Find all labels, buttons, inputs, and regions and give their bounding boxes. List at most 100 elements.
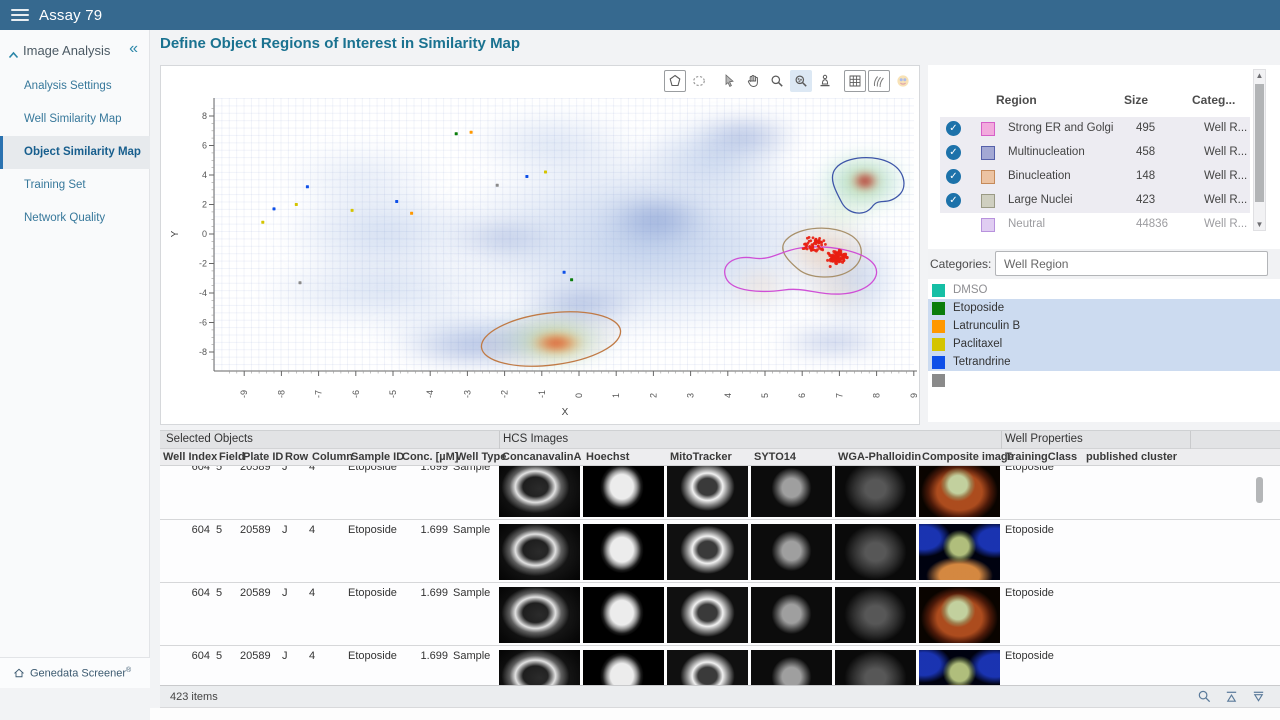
- region-row-binucleation[interactable]: ✓ Binucleation 148 Well R...: [940, 165, 1250, 189]
- region-color-swatch[interactable]: [981, 194, 995, 208]
- hcs-image-concanavalina[interactable]: [499, 524, 580, 580]
- svg-text:6: 6: [202, 141, 207, 151]
- svg-text:2: 2: [202, 200, 207, 210]
- svg-text:-2: -2: [199, 259, 207, 269]
- hcs-image-syto14[interactable]: [751, 466, 832, 517]
- svg-text:0: 0: [574, 393, 584, 398]
- contour-icon[interactable]: [868, 70, 890, 92]
- hcs-image-mitotracker[interactable]: [667, 587, 748, 643]
- hcs-image-wga-phalloidin[interactable]: [835, 466, 916, 517]
- hcs-image-hoechst[interactable]: [583, 524, 664, 580]
- legend-item-etoposide[interactable]: Etoposide: [928, 299, 1280, 317]
- region-color-swatch[interactable]: [981, 218, 995, 232]
- hcs-image-concanavalina[interactable]: [499, 587, 580, 643]
- sidebar-header[interactable]: Image Analysis «: [0, 40, 150, 64]
- hcs-image-wga-phalloidin[interactable]: [835, 524, 916, 580]
- jump-to-bottom-icon[interactable]: [1251, 689, 1266, 709]
- svg-text:7: 7: [834, 393, 844, 398]
- region-color-swatch[interactable]: [981, 122, 995, 136]
- sidebar-item-analysis-settings[interactable]: Analysis Settings: [24, 80, 112, 92]
- svg-text:-2: -2: [500, 390, 510, 398]
- print-icon[interactable]: [814, 70, 836, 92]
- svg-text:-6: -6: [199, 318, 207, 328]
- cursor-icon[interactable]: [718, 70, 740, 92]
- hcs-image-syto14[interactable]: [751, 524, 832, 580]
- region-checked-icon[interactable]: ✓: [946, 121, 961, 136]
- assay-title: Assay 79: [39, 6, 103, 24]
- scrollbar-thumb[interactable]: [1255, 84, 1264, 202]
- legend-item-paclitaxel[interactable]: Paclitaxel: [928, 335, 1280, 353]
- hcs-image-hoechst[interactable]: [583, 587, 664, 643]
- legend-item-tetrandrine[interactable]: Tetrandrine: [928, 353, 1280, 371]
- region-checked-icon[interactable]: ✓: [946, 169, 961, 184]
- scroll-down-icon[interactable]: ▼: [1255, 220, 1264, 229]
- svg-text:4: 4: [723, 393, 733, 398]
- sidebar-item-training-set[interactable]: Training Set: [24, 179, 86, 191]
- selected-object-row[interactable]: 604 5 20589 J 4 Etoposide 1.699 Sample Etoposide: [160, 583, 1280, 646]
- selected-objects-table: Selected Objects HCS Images Well Propert…: [160, 430, 1280, 686]
- svg-text:-8: -8: [199, 347, 207, 357]
- region-color-swatch[interactable]: [981, 146, 995, 160]
- region-row-large-nuclei[interactable]: ✓ Large Nuclei 423 Well R...: [940, 189, 1250, 213]
- svg-text:8: 8: [202, 111, 207, 121]
- hcs-image-composite-image[interactable]: [919, 466, 1000, 517]
- table-scrollbar-thumb[interactable]: [1256, 477, 1263, 503]
- similarity-map-plot[interactable]: [214, 98, 914, 371]
- svg-text:6: 6: [797, 393, 807, 398]
- selected-object-row[interactable]: 604 5 20589 J 4 Etoposide 1.699 Sample Etoposide: [160, 466, 1280, 520]
- col-size: Size: [1124, 93, 1149, 107]
- svg-text:-1: -1: [537, 390, 547, 398]
- collapse-sidebar-icon[interactable]: «: [129, 40, 138, 57]
- region-checked-icon[interactable]: ✓: [946, 145, 961, 160]
- selected-object-row[interactable]: 604 5 20589 J 4 Etoposide 1.699 Sample Etoposide: [160, 520, 1280, 583]
- sidebar-item-network-quality[interactable]: Network Quality: [24, 212, 106, 224]
- selected-object-row[interactable]: 604 5 20589 J 4 Etoposide 1.699 Sample Etoposide: [160, 646, 1280, 686]
- legend-item-latrunculinb[interactable]: Latrunculin B: [928, 317, 1280, 335]
- hcs-image-composite-image[interactable]: [919, 587, 1000, 643]
- sidebar-item-object-similarity-map[interactable]: Object Similarity Map: [0, 136, 150, 169]
- items-count: 423 items: [170, 691, 218, 703]
- region-row-multinucleation[interactable]: ✓ Multinucleation 458 Well R...: [940, 141, 1250, 165]
- hcs-image-composite-image[interactable]: [919, 650, 1000, 686]
- zoom-selection-icon[interactable]: [790, 70, 812, 92]
- categories-select[interactable]: [995, 251, 1268, 276]
- hcs-image-wga-phalloidin[interactable]: [835, 587, 916, 643]
- region-scrollbar[interactable]: ▲ ▼: [1253, 69, 1266, 231]
- hcs-image-composite-image[interactable]: [919, 524, 1000, 580]
- pan-icon[interactable]: [742, 70, 764, 92]
- jump-to-top-icon[interactable]: [1224, 689, 1239, 709]
- svg-text:2: 2: [648, 393, 658, 398]
- hcs-image-concanavalina[interactable]: [499, 466, 580, 517]
- legend-color-swatch: [932, 301, 945, 315]
- legend-color-swatch: [932, 319, 945, 333]
- hcs-image-hoechst[interactable]: [583, 650, 664, 686]
- hcs-image-hoechst[interactable]: [583, 466, 664, 517]
- group-hcs-images: HCS Images: [503, 433, 569, 445]
- svg-text:-7: -7: [314, 390, 324, 398]
- svg-text:4: 4: [202, 170, 207, 180]
- sidebar-nav: Analysis Settings Well Similarity Map Obje…: [0, 70, 150, 235]
- polygon-select-icon[interactable]: [664, 70, 686, 92]
- col-region: Region: [996, 93, 1037, 107]
- zoom-icon[interactable]: [766, 70, 788, 92]
- legend-item-dmso[interactable]: DMSO: [928, 281, 1280, 299]
- hcs-image-syto14[interactable]: [751, 587, 832, 643]
- home-icon: [14, 668, 24, 678]
- scroll-up-icon[interactable]: ▲: [1255, 71, 1264, 80]
- hcs-image-concanavalina[interactable]: [499, 650, 580, 686]
- ellipse-select-icon[interactable]: [688, 70, 710, 92]
- sidebar-item-well-similarity-map[interactable]: Well Similarity Map: [24, 113, 122, 125]
- region-row-strong-er-and-golgi[interactable]: ✓ Strong ER and Golgi 495 Well R...: [940, 117, 1250, 141]
- hamburger-menu-icon[interactable]: [11, 9, 29, 21]
- region-row-neutral[interactable]: Neutral 44836 Well R...: [940, 213, 1250, 237]
- hcs-image-mitotracker[interactable]: [667, 466, 748, 517]
- hcs-image-mitotracker[interactable]: [667, 650, 748, 686]
- region-color-swatch[interactable]: [981, 170, 995, 184]
- grid-icon[interactable]: [844, 70, 866, 92]
- legend-item-none[interactable]: [928, 371, 1280, 389]
- hcs-image-syto14[interactable]: [751, 650, 832, 686]
- region-checked-icon[interactable]: ✓: [946, 193, 961, 208]
- search-icon[interactable]: [1197, 689, 1212, 709]
- hcs-image-mitotracker[interactable]: [667, 524, 748, 580]
- hcs-image-wga-phalloidin[interactable]: [835, 650, 916, 686]
